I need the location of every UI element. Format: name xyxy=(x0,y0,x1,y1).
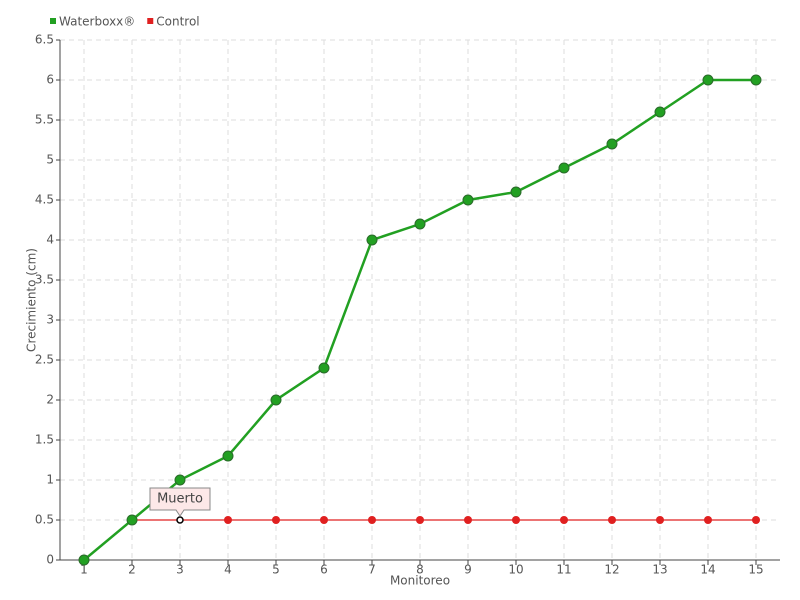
y-tick-label: 3 xyxy=(46,313,54,327)
x-tick-label: 12 xyxy=(604,563,619,577)
data-point xyxy=(318,362,330,374)
data-point xyxy=(174,474,186,486)
y-tick-label: 4 xyxy=(46,233,54,247)
y-tick-label: 2.5 xyxy=(35,353,54,367)
data-point xyxy=(750,74,762,86)
data-point xyxy=(462,194,474,206)
x-tick-label: 10 xyxy=(508,563,523,577)
y-tick-label: 5 xyxy=(46,153,54,167)
data-point xyxy=(78,554,90,566)
legend-swatch xyxy=(147,18,154,24)
x-tick-label: 7 xyxy=(368,563,376,577)
data-point xyxy=(222,450,234,462)
y-tick-label: 4.5 xyxy=(35,193,54,207)
data-point xyxy=(414,218,426,230)
x-tick-label: 5 xyxy=(272,563,280,577)
data-point xyxy=(270,394,282,406)
legend-label: Waterboxx® xyxy=(59,15,135,29)
data-point xyxy=(368,516,376,524)
data-point xyxy=(558,162,570,174)
data-point xyxy=(272,516,280,524)
data-point xyxy=(702,74,714,86)
annotation-box xyxy=(149,487,211,517)
y-tick-label: 0.5 xyxy=(35,513,54,527)
data-point xyxy=(320,516,328,524)
x-tick-label: 15 xyxy=(748,563,763,577)
x-tick-label: 13 xyxy=(652,563,667,577)
data-point xyxy=(654,106,666,118)
data-point xyxy=(416,516,424,524)
y-tick-label: 2 xyxy=(46,393,54,407)
data-point xyxy=(176,516,184,524)
x-tick-label: 11 xyxy=(556,563,571,577)
data-point xyxy=(510,186,522,198)
y-tick-label: 6 xyxy=(46,73,54,87)
x-tick-label: 1 xyxy=(80,563,88,577)
data-point xyxy=(752,516,760,524)
data-point xyxy=(126,514,138,526)
x-tick-label: 9 xyxy=(464,563,472,577)
annotation: Muerto xyxy=(157,492,203,507)
data-point xyxy=(656,516,664,524)
data-point xyxy=(224,516,232,524)
data-point xyxy=(606,138,618,150)
data-point xyxy=(464,516,472,524)
x-tick-label: 8 xyxy=(416,563,424,577)
y-tick-label: 3.5 xyxy=(35,273,54,287)
data-point xyxy=(512,516,520,524)
y-tick-label: 5.5 xyxy=(35,113,54,127)
legend-swatch xyxy=(50,18,56,24)
x-tick-label: 14 xyxy=(700,563,715,577)
x-tick-label: 4 xyxy=(224,563,232,577)
legend-label: Control xyxy=(156,15,199,29)
y-tick-label: 6.5 xyxy=(35,33,54,47)
x-tick-label: 2 xyxy=(128,563,136,577)
data-point xyxy=(560,516,568,524)
y-axis-label: Crecimiento (cm) xyxy=(25,248,39,352)
y-tick-label: 1.5 xyxy=(35,433,54,447)
y-tick-label: 1 xyxy=(46,473,54,487)
x-tick-label: 6 xyxy=(320,563,328,577)
data-point xyxy=(366,234,378,246)
x-axis-label: Monitoreo xyxy=(390,574,450,588)
data-point xyxy=(608,516,616,524)
y-tick-label: 0 xyxy=(46,553,54,567)
x-tick-label: 3 xyxy=(176,563,184,577)
data-point xyxy=(704,516,712,524)
